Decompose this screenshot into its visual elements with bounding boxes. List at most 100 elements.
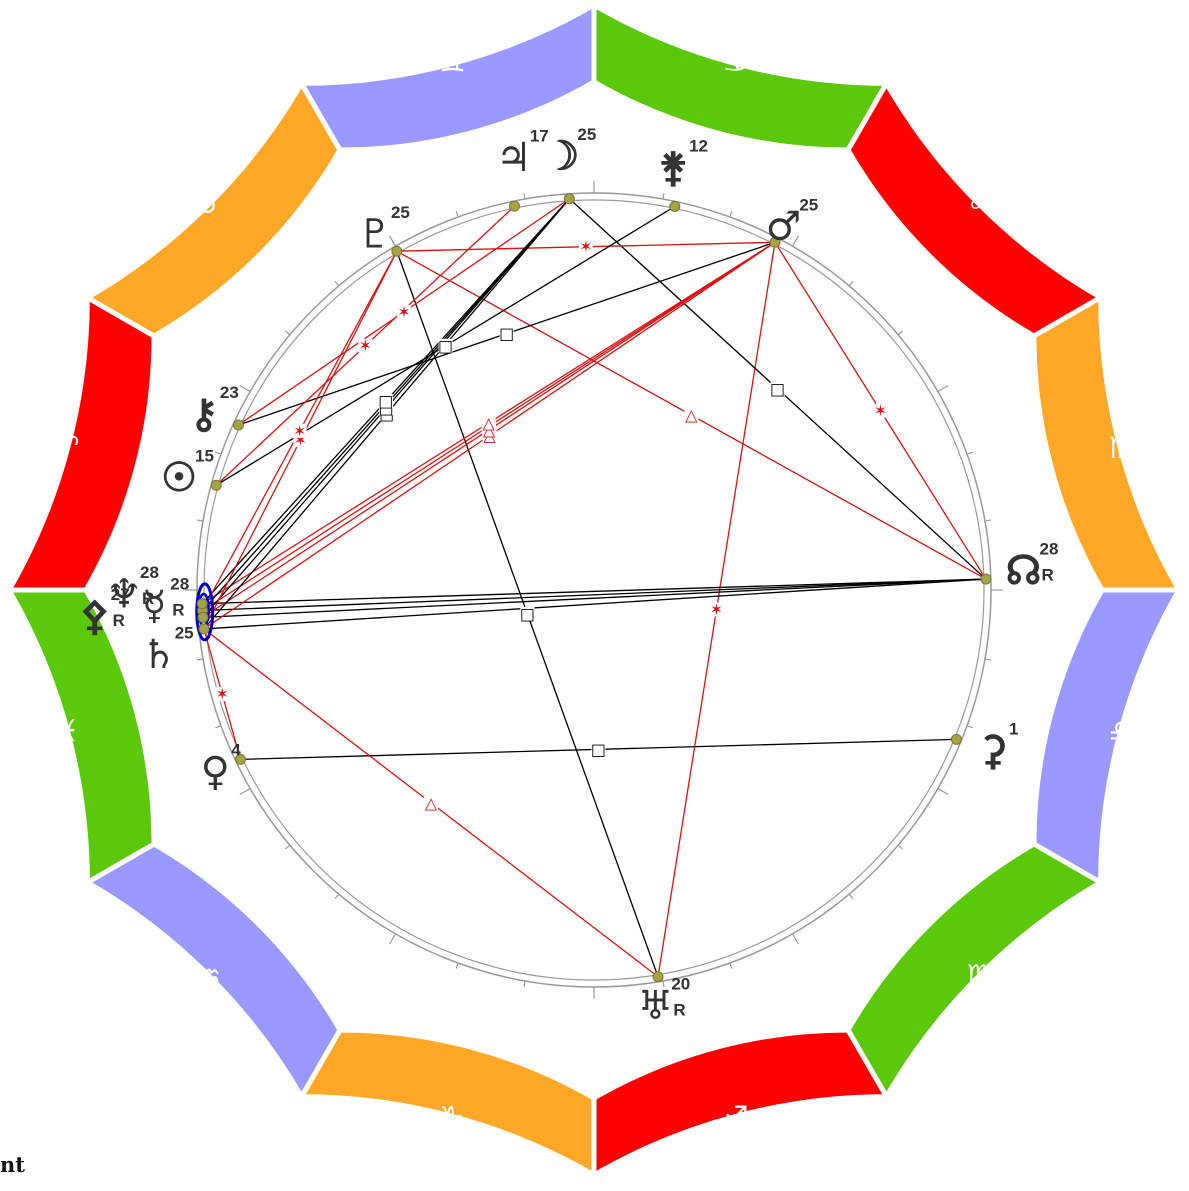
chiron-position-dot (232, 419, 244, 431)
venus-label: ♀ 4 (201, 740, 242, 795)
juno-glyph: ⚵ (658, 144, 687, 191)
aspect-marker-square: □ (591, 740, 606, 759)
sign-segment-aries (4, 293, 157, 593)
pallas-retrograde: R (113, 611, 125, 630)
taurus-sign-glyph: ♉ (194, 186, 221, 221)
pluto-label: ♇25 (357, 203, 410, 258)
degree-tick (848, 280, 854, 287)
degree-tick (239, 384, 251, 393)
moon-label: ☽25 (543, 125, 596, 180)
venus-position-dot (234, 753, 246, 765)
mercury-glyph: ☿ (142, 582, 167, 629)
saturn-degree: 25 (175, 623, 194, 642)
chiron-glyph: ⚷ (189, 390, 218, 437)
degree-tick (848, 893, 854, 900)
degree-tick (334, 280, 340, 287)
aspect-marker-square: □ (378, 392, 393, 411)
degree-tick (729, 211, 733, 218)
mercury-retrograde: R (172, 600, 184, 619)
sign-segment-pisces (4, 587, 157, 887)
conjunction-ring (195, 582, 215, 642)
sun-degree: 15 (195, 446, 214, 465)
jupiter-degree: 17 (530, 126, 549, 145)
aspect-line-opposition (203, 578, 986, 630)
degree-tick (984, 658, 991, 661)
ceres-label: ⚳ 1 (978, 719, 1018, 774)
degree-tick (791, 235, 800, 247)
aspect-marker-bg (438, 338, 453, 353)
node-degree: 28 (1040, 539, 1059, 558)
node-glyph: ☊ (1006, 547, 1042, 594)
degree-tick (966, 451, 973, 455)
neptune-retrograde: R (142, 589, 154, 608)
neptune-label: ♆28 R (106, 563, 159, 618)
pluto-glyph: ♇ (357, 210, 393, 257)
degree-tick (662, 980, 665, 987)
degree-tick (455, 962, 459, 969)
venus-glyph: ♀ (201, 748, 230, 795)
capricorn-sign-glyph: ♑ (439, 1100, 466, 1135)
degree-tick (984, 519, 991, 522)
neptune-degree: 28 (140, 563, 159, 582)
degree-tick (215, 725, 222, 729)
aspect-marker-bg (396, 304, 411, 319)
aspect-marker-sextile: ✶ (579, 237, 592, 256)
degree-tick (239, 787, 251, 796)
jupiter-label: ♃17 (496, 126, 549, 181)
aspect-marker-trine: △ (685, 406, 698, 425)
aspect-marker-sextile: ✶ (293, 421, 306, 440)
degree-tick (334, 893, 340, 900)
degree-tick (662, 193, 665, 200)
aspect-marker-sextile: ✶ (216, 685, 229, 704)
aspect-marker-bg (684, 408, 699, 423)
saturn-position-dot (198, 623, 210, 635)
uranus-degree: 20 (671, 974, 690, 993)
saturn-glyph: ♄ (141, 631, 177, 678)
degree-tick (284, 844, 291, 850)
ceres-degree: 1 (1009, 719, 1018, 738)
mercury-label: ☿ 28 R (142, 574, 189, 629)
aspect-marker-sextile: ✶ (359, 336, 372, 355)
sun-glyph: ☉ (161, 454, 197, 501)
jupiter-glyph: ♃ (496, 134, 532, 181)
pallas-degree: 27 (111, 585, 130, 604)
aspect-marker-square: □ (499, 324, 514, 343)
aspect-marker-trine: △ (482, 413, 495, 432)
leo-sign-glyph: ♌ (967, 186, 994, 221)
aspect-lines (201, 198, 987, 978)
degree-tick (966, 725, 973, 729)
degree-tick (388, 933, 397, 945)
sun-label: ☉15 (161, 446, 214, 501)
aspect-marker-trine: △ (425, 793, 438, 812)
uranus-glyph: ♅ (637, 982, 673, 1029)
aspect-marker-bg (423, 795, 438, 810)
degree-circle-outer (196, 192, 992, 988)
degree-tick (215, 451, 222, 455)
planet-dots (196, 193, 992, 983)
degree-tick (791, 933, 800, 945)
uranus-position-dot (652, 971, 664, 983)
mercury-degree: 28 (170, 574, 189, 593)
inner-circle (185, 181, 1003, 999)
degree-tick (455, 211, 459, 218)
aspect-marker-bg (292, 423, 307, 438)
aspect-marker-bg (520, 606, 535, 621)
aspect-marker-square: □ (770, 379, 785, 398)
degree-tick (937, 384, 949, 393)
pallas-label: ⚴ 27 R (80, 585, 130, 640)
mars-glyph: ♂ (765, 203, 801, 250)
aspect-marker-sextile: ✶ (874, 401, 887, 420)
aspect-marker-bg (481, 415, 496, 430)
aspect-marker-bg (873, 403, 888, 418)
degree-tick (523, 193, 526, 200)
degree-tick (284, 330, 291, 336)
aspect-marker-bg (499, 326, 514, 341)
chiron-degree: 23 (220, 383, 239, 402)
aries-sign-glyph: ♈ (53, 431, 80, 466)
virgo-sign-glyph: ♍ (1108, 431, 1135, 466)
aspect-line-opposition (202, 578, 986, 612)
degree-tick (729, 962, 733, 969)
degree-tick (897, 330, 904, 336)
moon-glyph: ☽ (543, 133, 579, 180)
